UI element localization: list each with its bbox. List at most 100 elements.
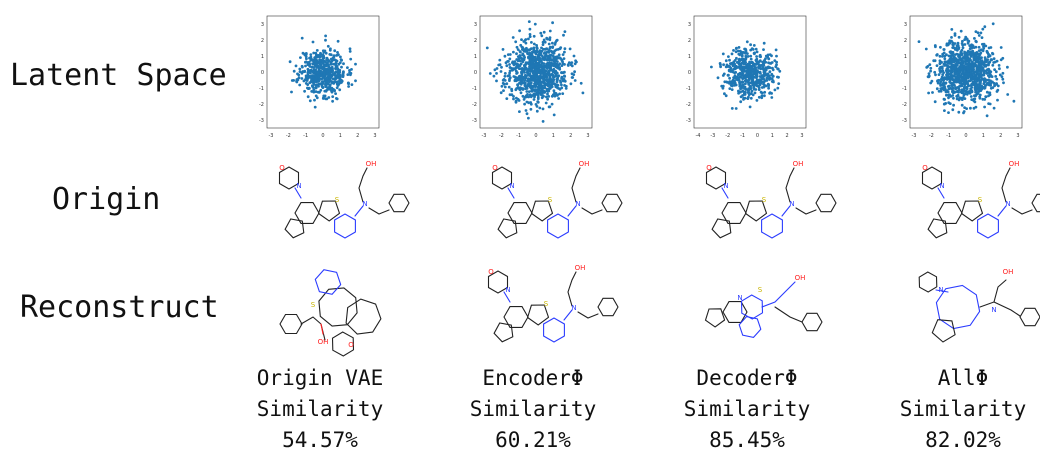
scatter-point bbox=[331, 99, 334, 103]
scatter-point bbox=[950, 76, 954, 80]
scatter-point bbox=[560, 71, 563, 74]
scatter-point bbox=[536, 93, 540, 96]
scatter-point bbox=[342, 62, 345, 66]
scatter-point bbox=[319, 64, 323, 68]
scatter-point bbox=[977, 63, 981, 67]
scatter-point bbox=[985, 114, 989, 118]
scatter-point bbox=[952, 103, 955, 107]
scatter-point bbox=[545, 95, 548, 99]
scatter-point bbox=[506, 74, 510, 78]
scatter-point bbox=[514, 88, 518, 92]
scatter-point bbox=[523, 39, 527, 42]
scatter-point bbox=[958, 66, 961, 70]
scatter-point bbox=[757, 88, 761, 91]
scatter-point bbox=[749, 43, 752, 47]
scatter-point bbox=[942, 84, 946, 88]
scatter-point bbox=[736, 66, 740, 69]
scatter-point bbox=[548, 105, 552, 109]
scatter-point bbox=[993, 68, 996, 71]
scatter-point bbox=[762, 48, 765, 51]
scatter-point bbox=[557, 97, 560, 100]
scatter-point bbox=[740, 80, 744, 84]
scatter-point bbox=[983, 56, 987, 60]
scatter-point bbox=[524, 76, 527, 79]
scatter-point bbox=[734, 107, 738, 110]
scatter-point bbox=[543, 47, 547, 51]
scatter-point bbox=[750, 89, 754, 93]
scatter-point bbox=[525, 48, 528, 52]
scatter-point bbox=[927, 91, 930, 95]
x-tick-label: 2 bbox=[786, 133, 789, 139]
scatter-point bbox=[513, 60, 517, 63]
similarity-value: 60.21% bbox=[495, 428, 571, 452]
scatter-point bbox=[549, 86, 552, 90]
scatter-point bbox=[960, 48, 964, 52]
scatter-point bbox=[953, 72, 957, 75]
scatter-point bbox=[298, 67, 302, 71]
scatter-point bbox=[1006, 65, 1009, 69]
scatter-point bbox=[336, 69, 340, 73]
x-tick-label: -2 bbox=[286, 133, 291, 139]
scatter-point bbox=[540, 34, 544, 38]
scatter-point bbox=[536, 100, 540, 104]
atom-label: N bbox=[991, 306, 996, 314]
scatter-point bbox=[518, 110, 521, 113]
method-name: DecoderΦ bbox=[696, 366, 798, 390]
scatter-point bbox=[318, 62, 322, 65]
scatter-point bbox=[975, 90, 978, 94]
scatter-point bbox=[941, 73, 945, 77]
scatter-point bbox=[753, 52, 756, 56]
scatter-point bbox=[747, 93, 751, 97]
scatter-point bbox=[313, 70, 317, 73]
scatter-point bbox=[333, 49, 337, 53]
atom-label: O bbox=[706, 164, 712, 172]
scatter-point bbox=[534, 63, 537, 66]
atom-label: S bbox=[978, 196, 983, 204]
scatter-point bbox=[342, 71, 345, 75]
scatter-point bbox=[512, 75, 516, 78]
scatter-point bbox=[529, 81, 533, 85]
y-tick-label: -3 bbox=[686, 118, 691, 124]
scatter-point bbox=[730, 88, 734, 91]
scatter-point bbox=[336, 39, 340, 43]
scatter-point bbox=[560, 83, 563, 87]
scatter-point bbox=[327, 65, 330, 69]
scatter-point bbox=[516, 48, 520, 51]
atom-label: S bbox=[548, 196, 553, 204]
scatter-point bbox=[977, 34, 981, 37]
scatter-point bbox=[949, 57, 952, 61]
scatter-point bbox=[768, 76, 772, 80]
scatter-point bbox=[516, 83, 520, 87]
scatter-point bbox=[300, 36, 304, 40]
scatter-point bbox=[517, 77, 520, 81]
atom-label: S bbox=[758, 286, 763, 294]
scatter-point bbox=[992, 57, 996, 61]
scatter-point bbox=[552, 113, 556, 117]
scatter-point bbox=[304, 60, 307, 64]
scatter-point bbox=[770, 96, 774, 99]
atom-label: OH bbox=[366, 160, 377, 168]
scatter-point bbox=[529, 74, 533, 78]
scatter-point bbox=[934, 73, 937, 77]
scatter-point bbox=[754, 47, 758, 51]
scatter-point bbox=[950, 36, 953, 39]
y-tick-label: 1 bbox=[261, 54, 264, 60]
scatter-point bbox=[758, 59, 762, 63]
scatter-point bbox=[748, 67, 752, 71]
scatter-point bbox=[324, 64, 328, 67]
scatter-point bbox=[531, 64, 535, 68]
scatter-point bbox=[508, 77, 511, 81]
scatter-point bbox=[750, 73, 754, 77]
atom-label: OH bbox=[793, 160, 804, 168]
scatter-point bbox=[517, 64, 521, 67]
scatter-point bbox=[946, 85, 950, 88]
scatter-point bbox=[947, 96, 950, 100]
scatter-point bbox=[982, 77, 986, 81]
scatter-point bbox=[540, 71, 544, 75]
scatter-point bbox=[553, 49, 557, 53]
scatter-point bbox=[495, 72, 498, 75]
atom-label: O bbox=[488, 268, 494, 276]
scatter-point bbox=[951, 68, 955, 71]
scatter-point bbox=[737, 46, 741, 49]
scatter-point bbox=[555, 39, 558, 43]
